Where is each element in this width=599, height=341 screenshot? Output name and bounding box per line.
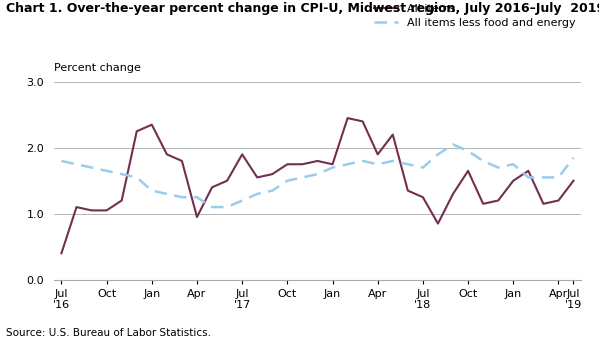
All items less food and energy [359, 159, 366, 163]
All items [404, 189, 412, 193]
All items [510, 179, 517, 183]
All items less food and energy [329, 165, 336, 169]
All items [314, 159, 321, 163]
All items [193, 215, 201, 219]
All items less food and energy [495, 165, 502, 169]
All items less food and energy [449, 143, 456, 147]
All items less food and energy [118, 172, 125, 176]
All items [419, 195, 426, 199]
All items less food and energy [269, 189, 276, 193]
All items less food and energy [253, 192, 261, 196]
All items less food and energy [238, 198, 246, 203]
Text: Chart 1. Over-the-year percent change in CPI-U, Midwest region, July 2016–July  : Chart 1. Over-the-year percent change in… [6, 2, 599, 15]
All items less food and energy [510, 162, 517, 166]
All items [525, 169, 532, 173]
All items [374, 152, 382, 157]
Text: Percent change: Percent change [54, 63, 141, 73]
All items [88, 208, 95, 212]
All items [480, 202, 487, 206]
All items less food and energy [419, 165, 426, 169]
All items less food and energy [299, 175, 306, 179]
All items less food and energy [555, 175, 562, 179]
All items less food and energy [58, 159, 65, 163]
All items [223, 179, 231, 183]
All items less food and energy [464, 149, 471, 153]
All items [464, 169, 471, 173]
All items less food and energy [133, 175, 140, 179]
All items less food and energy [374, 162, 382, 166]
All items less food and energy [525, 175, 532, 179]
All items [148, 123, 155, 127]
Legend: All items, All items less food and energy: All items, All items less food and energ… [374, 4, 576, 28]
All items less food and energy [389, 159, 397, 163]
All items [103, 208, 110, 212]
All items [179, 159, 186, 163]
All items [58, 251, 65, 255]
All items [208, 185, 216, 189]
All items [299, 162, 306, 166]
All items [540, 202, 547, 206]
All items less food and energy [193, 195, 201, 199]
All items [164, 152, 171, 157]
All items [269, 172, 276, 176]
All items less food and energy [103, 169, 110, 173]
All items [329, 162, 336, 166]
Text: Source: U.S. Bureau of Labor Statistics.: Source: U.S. Bureau of Labor Statistics. [6, 328, 211, 338]
All items less food and energy [164, 192, 171, 196]
All items [359, 119, 366, 123]
All items less food and energy [88, 165, 95, 169]
All items [555, 198, 562, 203]
All items [284, 162, 291, 166]
All items less food and energy [179, 195, 186, 199]
All items [238, 152, 246, 157]
All items [570, 179, 577, 183]
All items [253, 175, 261, 179]
All items [73, 205, 80, 209]
All items [118, 198, 125, 203]
All items less food and energy [148, 189, 155, 193]
Line: All items less food and energy: All items less food and energy [62, 145, 573, 207]
All items less food and energy [540, 175, 547, 179]
All items [495, 198, 502, 203]
All items [389, 133, 397, 137]
All items [344, 116, 351, 120]
All items less food and energy [480, 159, 487, 163]
All items less food and energy [344, 162, 351, 166]
All items [133, 129, 140, 133]
All items less food and energy [284, 179, 291, 183]
All items less food and energy [314, 172, 321, 176]
All items less food and energy [208, 205, 216, 209]
All items less food and energy [404, 162, 412, 166]
All items less food and energy [223, 205, 231, 209]
All items [449, 192, 456, 196]
All items less food and energy [570, 155, 577, 160]
All items less food and energy [434, 152, 441, 157]
All items less food and energy [73, 162, 80, 166]
Line: All items: All items [62, 118, 573, 253]
All items [434, 222, 441, 226]
